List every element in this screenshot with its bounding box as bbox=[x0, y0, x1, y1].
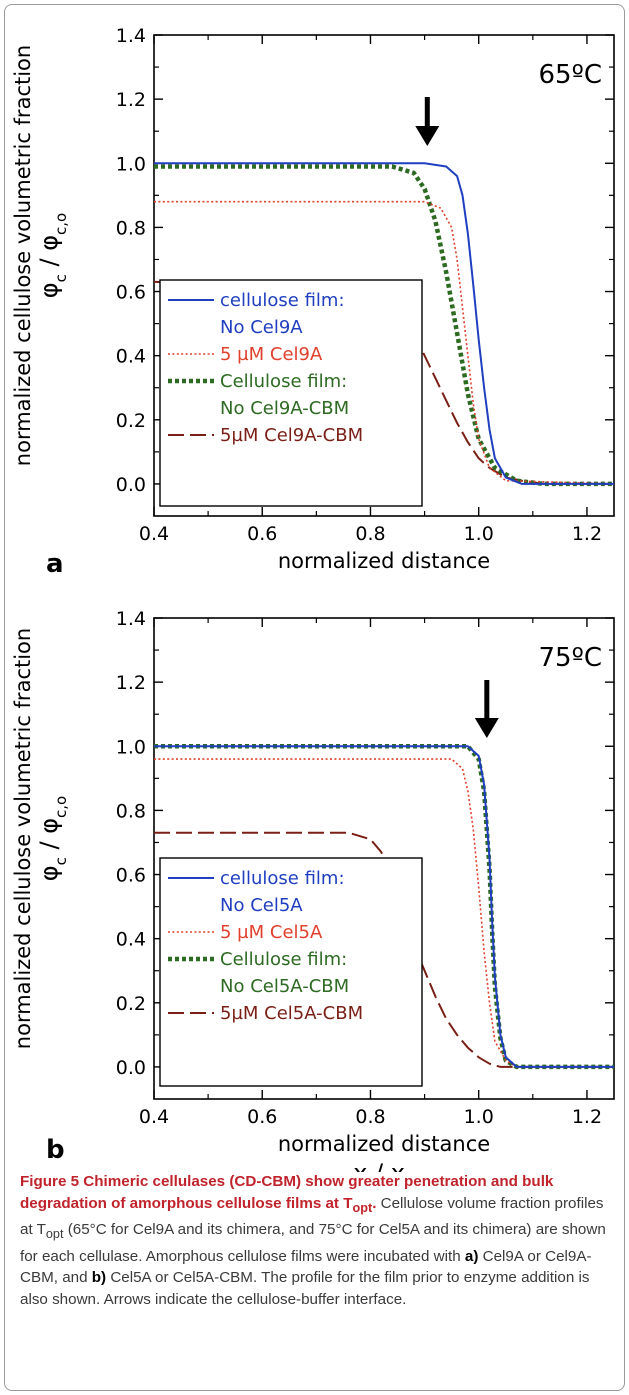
y-tick-label: 0.2 bbox=[116, 993, 146, 1015]
series-line bbox=[154, 200, 614, 485]
y-tick-label: 0.0 bbox=[116, 474, 146, 496]
y-tick-label: 0.4 bbox=[116, 929, 146, 951]
figure-caption: Figure 5 Chimeric cellulases (CD-CBM) sh… bbox=[20, 1171, 612, 1310]
series-line bbox=[154, 758, 614, 1068]
caption-bold-b: b) bbox=[91, 1269, 107, 1287]
x-axis-symbol: x / xo bbox=[353, 576, 415, 580]
y-tick-label: 0.2 bbox=[116, 410, 146, 432]
series-line bbox=[154, 162, 614, 485]
caption-text-3: Cel9A or Cel9A-CBM, and bbox=[20, 1247, 592, 1287]
y-tick-label: 1.2 bbox=[116, 89, 146, 111]
legend-entry-text: Cellulose film: bbox=[220, 949, 347, 970]
y-tick-label: 1.4 bbox=[116, 608, 146, 630]
interface-arrow-icon bbox=[474, 718, 499, 738]
x-axis-title: normalized distance bbox=[278, 549, 490, 573]
y-tick-label: 1.0 bbox=[116, 153, 146, 175]
caption-text-1: Cellulose volume fraction profiles at T bbox=[20, 1194, 604, 1239]
legend-entry-text: No Cel9A bbox=[220, 317, 303, 338]
x-axis-title: normalized distance bbox=[278, 1132, 490, 1156]
x-tick-label: 1.2 bbox=[572, 1106, 602, 1128]
temperature-label: 65ºC bbox=[539, 60, 603, 90]
interface-arrow-icon bbox=[415, 126, 440, 146]
y-tick-label: 0.4 bbox=[116, 346, 146, 368]
y-tick-label: 0.6 bbox=[116, 865, 146, 887]
legend-entry-text: cellulose film: bbox=[220, 868, 345, 889]
legend-box bbox=[159, 279, 423, 507]
legend-box bbox=[159, 857, 423, 1087]
caption-text-4: Cel5A or Cel5A-CBM. The profile for the … bbox=[20, 1269, 590, 1308]
legend: cellulose film: No Cel5A 5 µM Cel5A Cellulo… bbox=[159, 857, 423, 1087]
x-axis-symbol: x / xo bbox=[353, 1159, 415, 1172]
y-axis-title: normalized cellulose volumetric fraction bbox=[11, 628, 35, 1049]
y-tick-label: 0.0 bbox=[116, 1057, 146, 1079]
legend-entry-text: cellulose film: bbox=[220, 290, 345, 311]
x-tick-label: 0.6 bbox=[247, 1106, 277, 1128]
plot-frame bbox=[153, 34, 615, 517]
y-axis-symbol: φc / φc,o bbox=[35, 796, 70, 881]
panel-label: b bbox=[46, 1135, 65, 1165]
figure-frame bbox=[4, 4, 625, 1391]
caption-text-2: (65°C for Cel9A and its chimera, and 75°… bbox=[20, 1221, 606, 1265]
x-tick-label: 0.8 bbox=[355, 523, 385, 545]
y-tick-label: 1.0 bbox=[116, 736, 146, 758]
x-tick-label: 1.0 bbox=[464, 523, 494, 545]
x-tick-label: 0.4 bbox=[139, 1106, 169, 1128]
x-tick-label: 1.0 bbox=[464, 1106, 494, 1128]
panel-label: a bbox=[46, 549, 64, 579]
x-tick-label: 0.4 bbox=[139, 523, 169, 545]
y-axis-symbol: φc / φc,o bbox=[35, 213, 70, 298]
legend-entry-text: No Cel5A-CBM bbox=[220, 976, 349, 997]
legend-entry-text: 5µM Cel9A-CBM bbox=[220, 425, 363, 446]
legend-entry-text: 5 µM Cel9A bbox=[220, 344, 323, 365]
caption-bold-a: a) bbox=[464, 1247, 479, 1265]
y-tick-label: 1.4 bbox=[116, 25, 146, 47]
y-tick-label: 0.8 bbox=[116, 217, 146, 239]
y-tick-label: 0.8 bbox=[116, 800, 146, 822]
legend: cellulose film: No Cel9A 5 µM Cel9A Cellulo… bbox=[159, 279, 423, 507]
series-line bbox=[154, 831, 614, 1068]
y-tick-label: 1.2 bbox=[116, 672, 146, 694]
caption-sub-opt: opt bbox=[45, 1227, 64, 1242]
y-tick-label: 0.6 bbox=[116, 282, 146, 304]
plot-frame bbox=[153, 617, 615, 1100]
temperature-label: 75ºC bbox=[539, 643, 603, 673]
legend-entry-text: 5 µM Cel5A bbox=[220, 922, 323, 943]
x-tick-label: 1.2 bbox=[572, 523, 602, 545]
chart-panel-b: 0.4 0.6 0.8 1.0 1.2 0.0 0.2 0.4 0.6 0.8 1.0 1.2 1.4 7… bbox=[11, 608, 615, 1172]
chart-panel-a: 0.4 0.6 0.8 1.0 1.2 0.0 0.2 0.4 0.6 0.8 1.0 1.2 1.4 6… bbox=[11, 25, 615, 580]
legend-entry-text: 5µM Cel5A-CBM bbox=[220, 1003, 363, 1024]
x-tick-label: 0.6 bbox=[247, 523, 277, 545]
y-axis-title: normalized cellulose volumetric fraction bbox=[11, 45, 35, 466]
caption-title: Figure 5 Chimeric cellulases (CD-CBM) sh… bbox=[20, 1173, 554, 1215]
legend-entry-text: Cellulose film: bbox=[220, 371, 347, 392]
legend-entry-text: No Cel9A-CBM bbox=[220, 398, 349, 419]
series-line bbox=[154, 164, 614, 487]
x-tick-label: 0.8 bbox=[355, 1106, 385, 1128]
legend-entry-text: No Cel5A bbox=[220, 895, 303, 916]
series-line bbox=[154, 745, 614, 1068]
